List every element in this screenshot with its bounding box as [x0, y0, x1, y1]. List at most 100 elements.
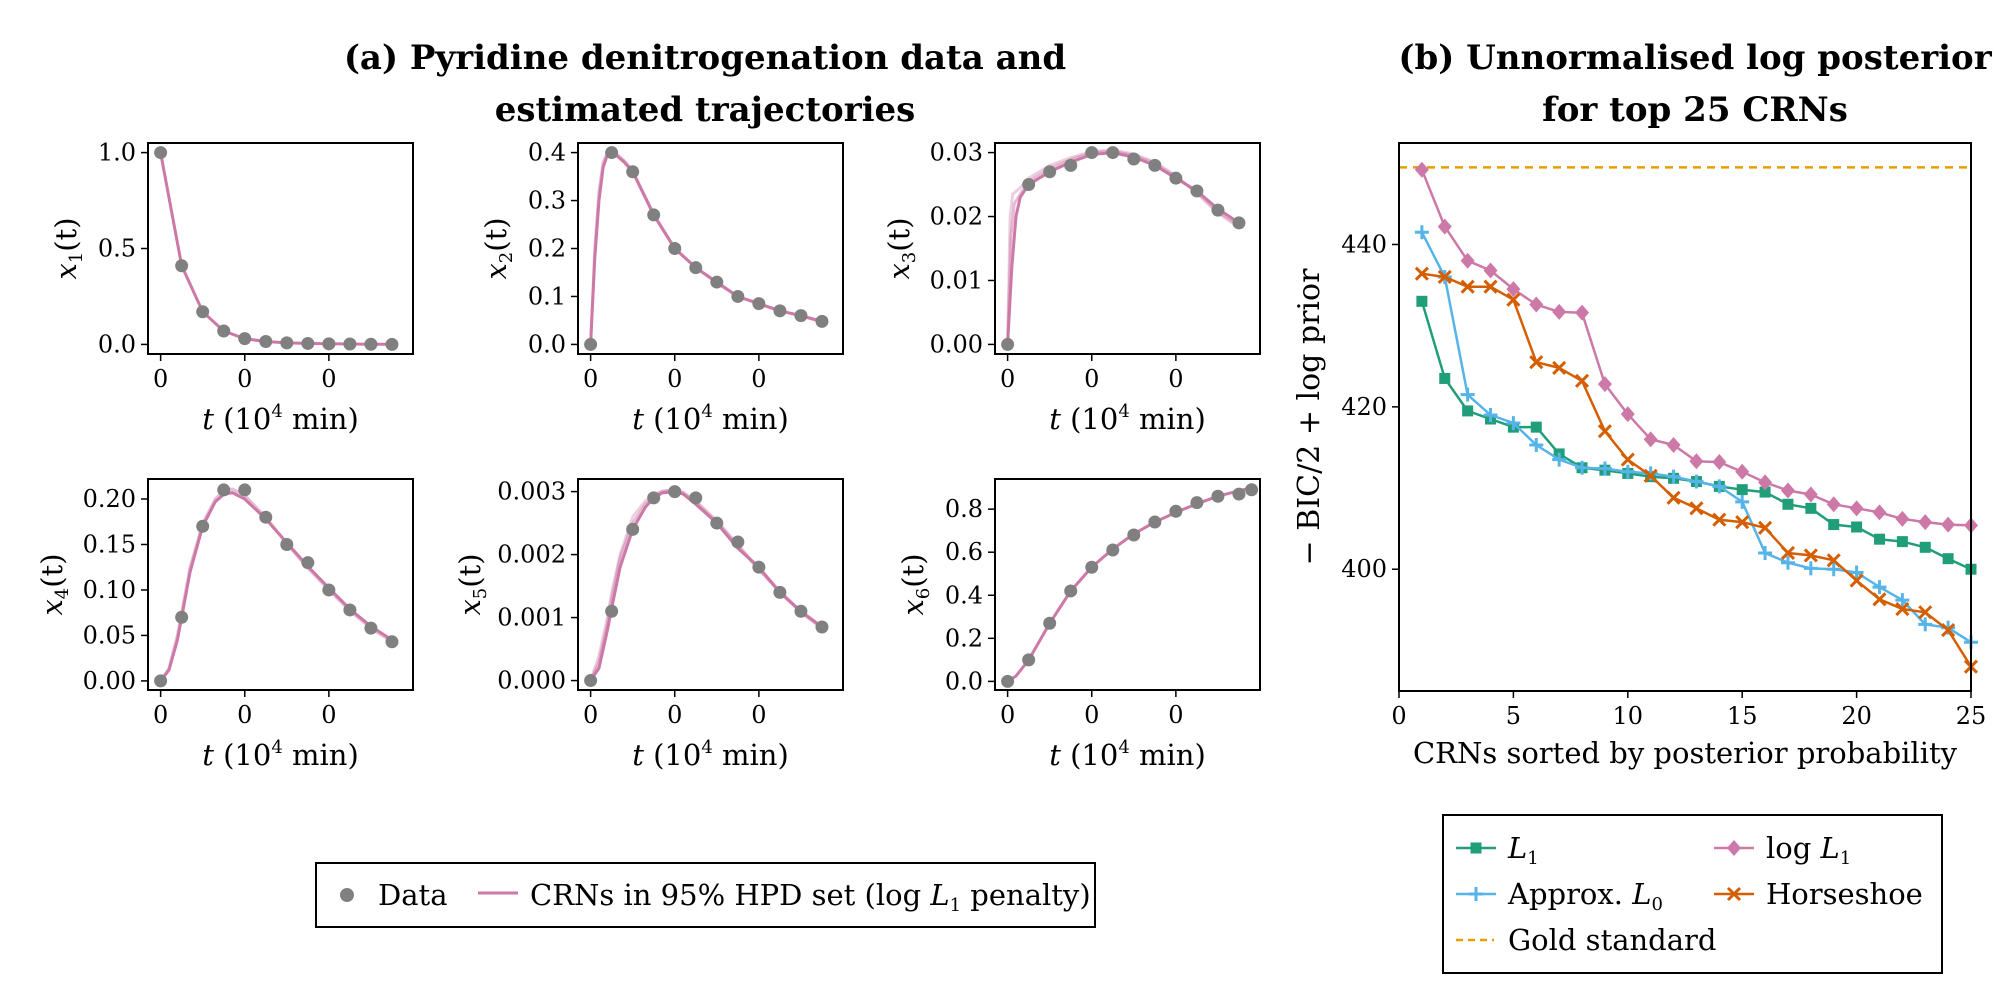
data-point-x3: [1085, 146, 1099, 160]
legend-data-label: Data: [378, 878, 447, 912]
legend-logl1-label-sub: 1: [1840, 848, 1851, 869]
series-point-logL1: [1803, 486, 1818, 503]
x-tick-label-x5: 0: [667, 701, 682, 729]
data-point-x4: [280, 537, 294, 551]
series-point-horseshoe: [1735, 515, 1750, 530]
x-axis-label-x3: t (104 min): [1049, 401, 1206, 436]
crn-trajectory-x5-0: [589, 490, 823, 682]
series-point-approxL0: [1575, 460, 1590, 475]
data-point-x1: [322, 337, 336, 351]
data-point-x3: [1043, 165, 1057, 179]
data-point-x5: [815, 620, 829, 634]
series-point-approxL0: [1803, 561, 1818, 576]
data-point-x1: [385, 337, 399, 351]
series-line-logL1: [1420, 169, 1972, 527]
x-axis-label-x4: t (104 min): [202, 737, 359, 772]
series-point-horseshoe: [1597, 424, 1612, 439]
y-axis-label-x5: x5(t): [453, 553, 491, 615]
data-point-x3: [1064, 158, 1078, 172]
data-point-x2: [689, 261, 703, 275]
data-point-x5: [773, 585, 787, 599]
x-tick-label-posterior: 0: [1391, 702, 1406, 730]
x-axis-label-x5: t (104 min): [632, 737, 789, 772]
data-point-x4: [175, 610, 189, 624]
series-point-logL1: [1437, 218, 1452, 235]
series-point-horseshoe: [1803, 548, 1818, 563]
panel-b-legend: L1 log L1 Approx. L0 Horseshoe Gold stan…: [1442, 814, 1943, 974]
x-tick-label-x6: 0: [1000, 701, 1015, 729]
y-axis-label-x4: x4(t): [35, 553, 73, 615]
series-point-horseshoe: [1826, 553, 1841, 568]
series-point-logL1: [1918, 514, 1933, 531]
series-point-L1: [1873, 533, 1885, 545]
crn-trajectory-x3-2: [1006, 148, 1240, 345]
series-point-horseshoe: [1872, 592, 1887, 607]
legend-approx-l0-label-sub: 0: [1651, 894, 1662, 915]
legend-symbol-L1: [1470, 842, 1482, 854]
y-tick-label-x2: 0.1: [528, 282, 566, 310]
panel-b-legend-frame: [1442, 814, 1943, 974]
data-point-x6: [1043, 616, 1057, 630]
x-tick-label-posterior: 15: [1727, 702, 1758, 730]
legend-approx-l0-label-pre: Approx.: [1507, 877, 1632, 911]
data-point-x6: [1169, 504, 1183, 518]
data-point-x4: [301, 556, 315, 570]
data-point-x1: [154, 146, 168, 160]
panel-b-title-line1: (b) Unnormalised log posterior: [1398, 38, 1992, 78]
series-point-logL1: [1597, 376, 1612, 393]
legend-logl1-label: log L1: [1766, 831, 1851, 869]
x-tick-label-x1: 0: [153, 365, 168, 393]
series-point-horseshoe: [1849, 573, 1864, 588]
data-point-x4: [364, 621, 378, 635]
series-point-horseshoe: [1460, 279, 1475, 294]
series-point-horseshoe: [1918, 605, 1933, 620]
x-axis-label-x6: t (104 min): [1049, 737, 1206, 772]
data-point-x6: [1232, 487, 1246, 501]
data-point-x6: [1106, 543, 1120, 557]
data-point-x6: [1127, 528, 1141, 542]
data-point-x2: [605, 146, 619, 160]
series-point-logL1: [1575, 304, 1590, 321]
series-point-L1: [1782, 498, 1794, 510]
series-point-horseshoe: [1414, 266, 1429, 281]
data-point-x3: [1169, 171, 1183, 185]
series-point-logL1: [1460, 252, 1475, 269]
series-point-logL1: [1483, 262, 1498, 279]
data-point-x1: [301, 336, 315, 350]
series-point-logL1: [1895, 510, 1910, 527]
series-point-approxL0: [1620, 464, 1635, 479]
data-point-x5: [626, 522, 640, 536]
series-point-approxL0: [1918, 617, 1933, 632]
series-point-L1: [1759, 486, 1771, 498]
data-point-x4: [259, 510, 273, 524]
plots-layer: 0 0 0 0.0 0.5 1.0 t (104 min) x1(t) 0 0 0 0.0 0.1 0.2…: [35, 139, 1986, 772]
series-point-L1: [1439, 372, 1451, 384]
legend-l1-label-L: L: [1507, 831, 1527, 865]
x-tick-label-x3: 0: [1084, 365, 1099, 393]
data-point-x3: [1232, 216, 1246, 230]
series-point-horseshoe: [1758, 520, 1773, 535]
panel-a-legend: Data CRNs in 95% HPD set (log L1 penalty…: [315, 862, 1096, 928]
y-tick-label-x4: 0.05: [83, 621, 136, 649]
y-tick-label-x3: 0.01: [930, 266, 983, 294]
data-point-x1: [175, 259, 189, 273]
axes-frame-x4: [147, 478, 414, 691]
data-point-x2: [794, 309, 808, 323]
series-point-approxL0: [1895, 593, 1910, 608]
data-point-x5: [689, 491, 703, 505]
data-point-x1: [280, 336, 294, 350]
x-axis-label-x2: t (104 min): [632, 401, 789, 436]
data-point-x4: [322, 583, 336, 597]
x-tick-label-x4: 0: [237, 701, 252, 729]
data-point-x5: [794, 604, 808, 618]
data-point-x2: [584, 337, 598, 351]
data-point-x3: [1127, 152, 1141, 166]
series-point-horseshoe: [1620, 452, 1635, 467]
data-point-x2: [710, 275, 724, 289]
series-point-L1: [1416, 295, 1428, 307]
crn-trajectory-x6-0: [1006, 486, 1252, 683]
y-tick-label-x5: 0.003: [497, 478, 566, 506]
data-point-x2: [752, 297, 766, 311]
x-tick-label-x5: 0: [751, 701, 766, 729]
series-point-logL1: [1735, 463, 1750, 480]
